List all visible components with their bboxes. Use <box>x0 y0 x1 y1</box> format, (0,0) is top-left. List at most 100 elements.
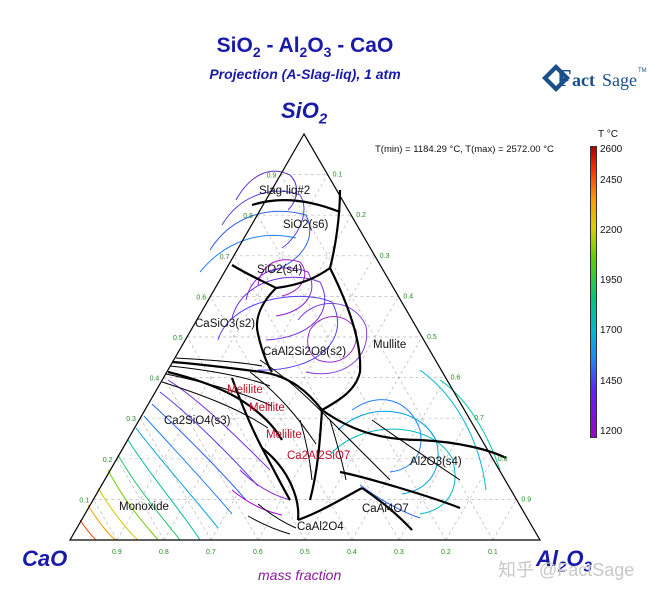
phase-boundary <box>321 409 507 459</box>
tick-label: 0.7 <box>206 549 216 556</box>
apex-label-al2o3: Al2O3 <box>536 546 592 576</box>
isotherm-contour <box>97 487 139 541</box>
tick-label: 0.9 <box>267 173 277 180</box>
tick-label: 0.6 <box>253 549 263 556</box>
colorbar-label: 2450 <box>600 175 623 186</box>
phase-label-mullite: Mullite <box>373 339 407 351</box>
tick-label: 0.6 <box>196 294 206 301</box>
isotherm-contour <box>107 469 159 541</box>
colorbar-label: 1700 <box>600 325 623 336</box>
phase-boundary <box>297 487 363 522</box>
tick-label: 0.2 <box>441 549 451 556</box>
isotherm-contour <box>239 469 291 501</box>
phase-label-al2o3: Al2O3(s4) <box>410 456 462 468</box>
tick-label: 0.1 <box>333 172 343 179</box>
isotherm-contour <box>359 484 421 519</box>
tick-label: 0.9 <box>112 549 122 556</box>
phase-label-melilite: Melilite <box>227 384 263 396</box>
isotherm-contours <box>79 170 501 541</box>
phase-boundary <box>251 199 341 214</box>
grid-line <box>163 377 259 541</box>
phase-label-monoxide: Monoxide <box>119 501 169 513</box>
temperature-colorbar <box>590 146 597 438</box>
tick-label: 0.5 <box>300 549 310 556</box>
colorbar-label: 1950 <box>600 275 623 286</box>
thin-boundaries <box>161 357 461 535</box>
phase-boundary <box>308 409 324 501</box>
tick-label: 0.7 <box>220 254 230 261</box>
thin-boundary <box>247 515 291 535</box>
phase-boundary <box>275 267 331 290</box>
factsage-logo: F act Sage TM <box>540 60 650 96</box>
tick-label: 0.8 <box>498 456 508 463</box>
tick-label: 0.2 <box>356 212 366 219</box>
phase-boundary <box>171 360 323 411</box>
thin-boundary <box>175 357 263 367</box>
tick-label: 0.8 <box>243 213 253 220</box>
thin-boundary <box>371 419 461 481</box>
isotherm-contour <box>235 170 297 211</box>
isotherm-contour <box>209 210 311 273</box>
isotherm-contour <box>257 259 306 297</box>
phase-boundary <box>261 447 300 521</box>
phase-label-ca2sio4: Ca2SiO4(s3) <box>164 415 231 427</box>
phase-label-caal4o7: CaAl4O7 <box>362 503 409 515</box>
phase-boundaries <box>167 189 507 531</box>
tick-label: 0.3 <box>380 253 390 260</box>
colorbar-label: 2200 <box>600 225 623 236</box>
colorbar-label: 1200 <box>600 426 623 437</box>
thin-boundary <box>257 503 297 529</box>
tick-label: 0.4 <box>150 376 160 383</box>
phase-boundary <box>339 470 461 510</box>
grid-line <box>93 499 118 541</box>
isotherm-contour <box>199 234 297 273</box>
phase-label-melilite: Melilite <box>266 429 302 441</box>
temperature-range-readout: T(min) = 1184.29 °C, T(max) = 2572.00 °C <box>375 144 554 155</box>
phase-boundary <box>167 370 283 441</box>
grid-line <box>445 458 494 541</box>
isotherm-contour <box>245 267 313 317</box>
isotherm-contour <box>151 403 247 501</box>
colorbar-label: 1450 <box>600 376 623 387</box>
apex-label-sio2: SiO2 <box>281 98 328 128</box>
phase-label-sio2-s6: SiO2(s6) <box>283 219 329 231</box>
triangle-frame <box>68 132 542 541</box>
isotherm-contour <box>135 427 219 529</box>
tick-label: 0.6 <box>451 375 461 382</box>
grid-line <box>280 174 494 541</box>
tick-label: 0.1 <box>488 549 498 556</box>
isotherm-contour <box>329 428 456 515</box>
tick-label: 0.4 <box>403 293 413 300</box>
tick-label: 0.4 <box>347 549 357 556</box>
phase-boundary <box>230 377 291 501</box>
grid-line <box>139 418 212 541</box>
apex-label-cao: CaO <box>22 546 68 571</box>
isotherm-contour <box>117 454 181 541</box>
phase-label-slag: Slag-liq#2 <box>259 185 311 197</box>
isotherm-contour <box>439 379 501 471</box>
tick-label: 0.1 <box>79 497 89 504</box>
grid-line <box>210 296 353 541</box>
tick-labels: 0.1 0.1 0.9 0.2 0.2 0.8 0.3 0.3 0.7 0.4 0.4 0.6 0.5 0… <box>79 172 531 556</box>
phase-boundary <box>321 267 362 411</box>
axis-label-mass-fraction: mass fraction <box>258 567 342 583</box>
thin-boundary <box>165 373 273 407</box>
phase-boundary <box>231 264 277 289</box>
grid-line <box>210 255 376 541</box>
phase-label-melilite: Melilite <box>249 402 285 414</box>
colorbar-title: T °C <box>598 129 618 140</box>
phase-label-caal2o4: CaAl2O4 <box>297 521 344 533</box>
diagram-subtitle: Projection (A-Slag-liq), 1 atm <box>209 66 401 82</box>
thin-boundary <box>161 381 269 429</box>
watermark: 知乎 @FactSage <box>498 560 635 580</box>
isotherm-contour <box>351 399 422 473</box>
thin-boundary <box>259 359 391 481</box>
isotherm-contour <box>127 439 201 541</box>
grid-line <box>351 377 446 541</box>
isotherm-contour <box>307 316 357 363</box>
tick-label: 0.8 <box>159 549 169 556</box>
isotherm-contour <box>143 415 233 515</box>
phase-boundary <box>328 189 342 269</box>
logo-tm: TM <box>638 68 647 74</box>
